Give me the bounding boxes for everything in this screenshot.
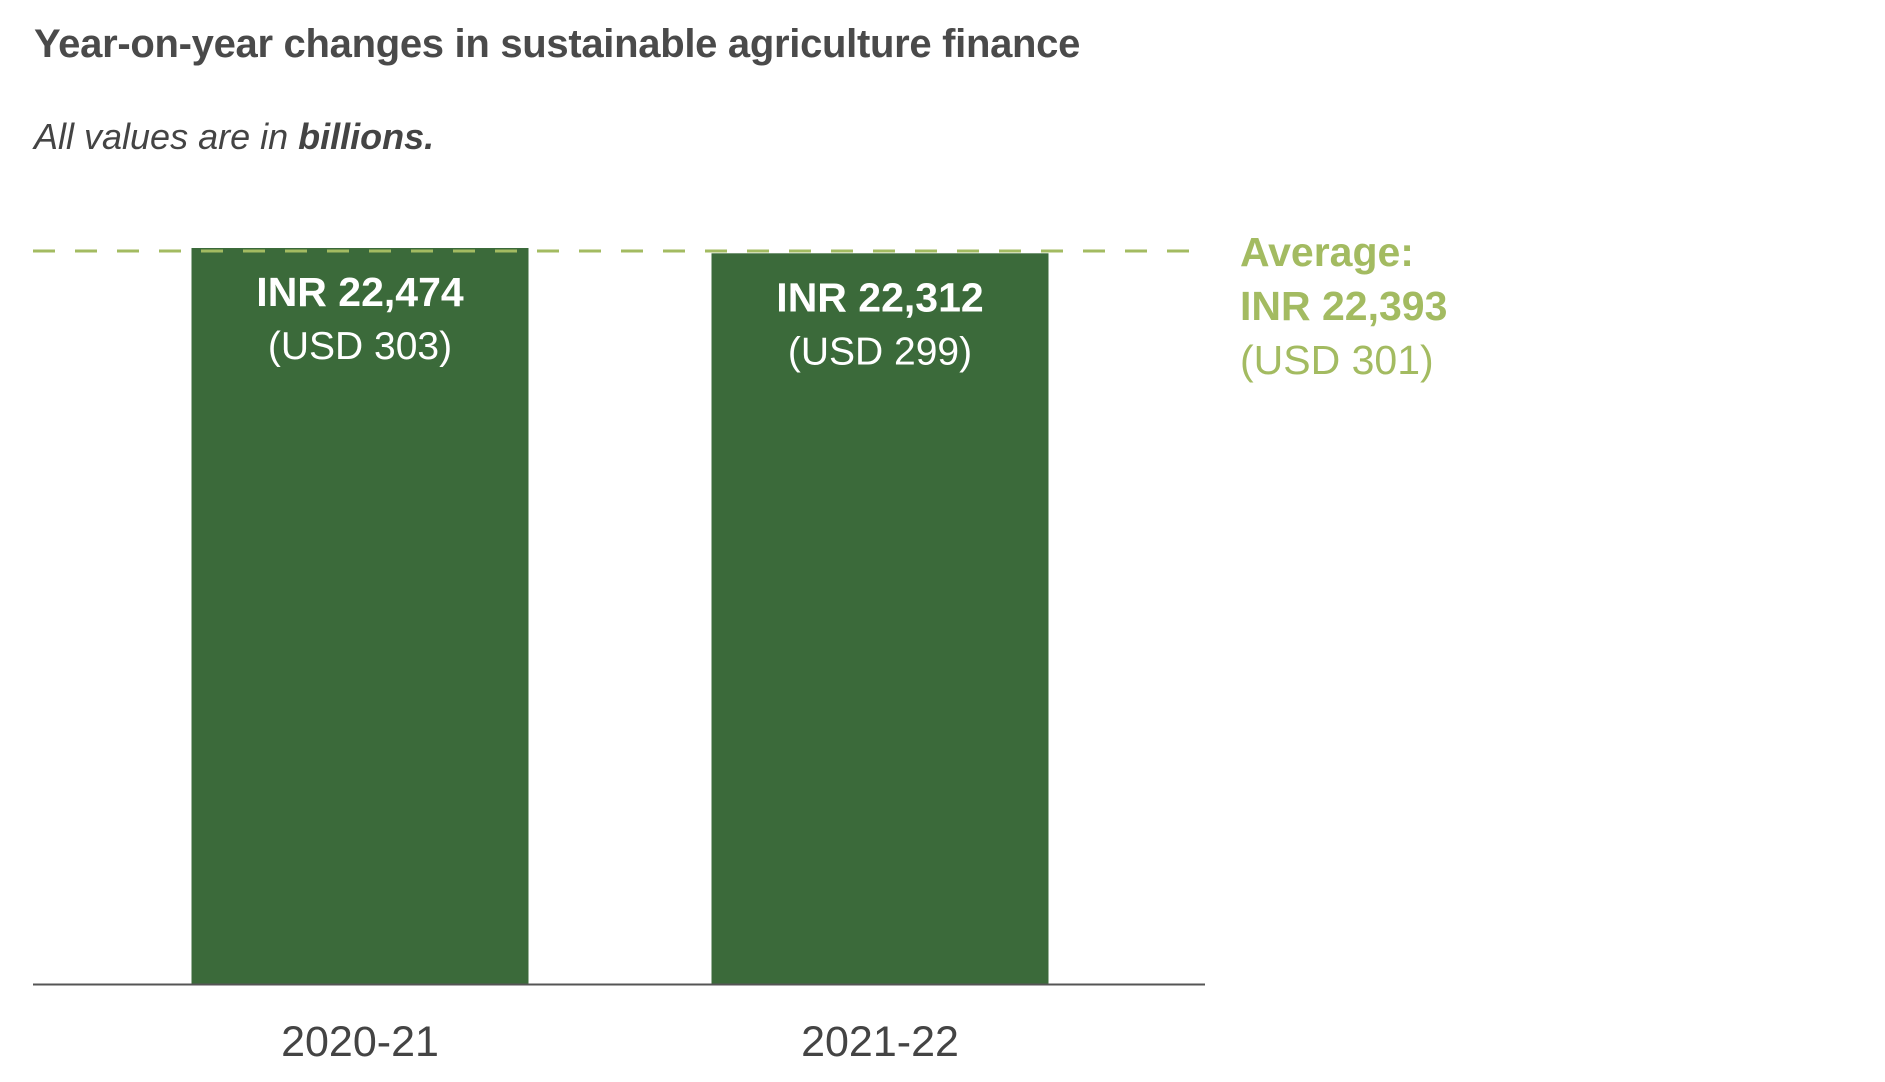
subtitle-prefix: All values are in	[34, 116, 299, 157]
data-label-usd: (USD 299)	[788, 330, 972, 373]
average-heading: Average:	[1240, 229, 1414, 275]
bar-2020-21	[191, 248, 529, 984]
average-usd-label: (USD 301)	[1240, 337, 1434, 383]
subtitle-emphasis: billions.	[298, 116, 435, 157]
data-label-inr: INR 22,312	[776, 274, 983, 320]
average-value-label: INR 22,393	[1240, 283, 1447, 329]
data-label-inr: INR 22,474	[256, 269, 464, 315]
x-tick-label: 2021-22	[801, 1018, 959, 1066]
bar-2021-22	[711, 253, 1049, 985]
data-label-usd: (USD 303)	[268, 325, 452, 368]
chart-subtitle: All values are in billions.	[34, 116, 434, 158]
x-tick-label: 2020-21	[281, 1018, 439, 1066]
chart-title: Year-on-year changes in sustainable agri…	[34, 22, 1081, 66]
